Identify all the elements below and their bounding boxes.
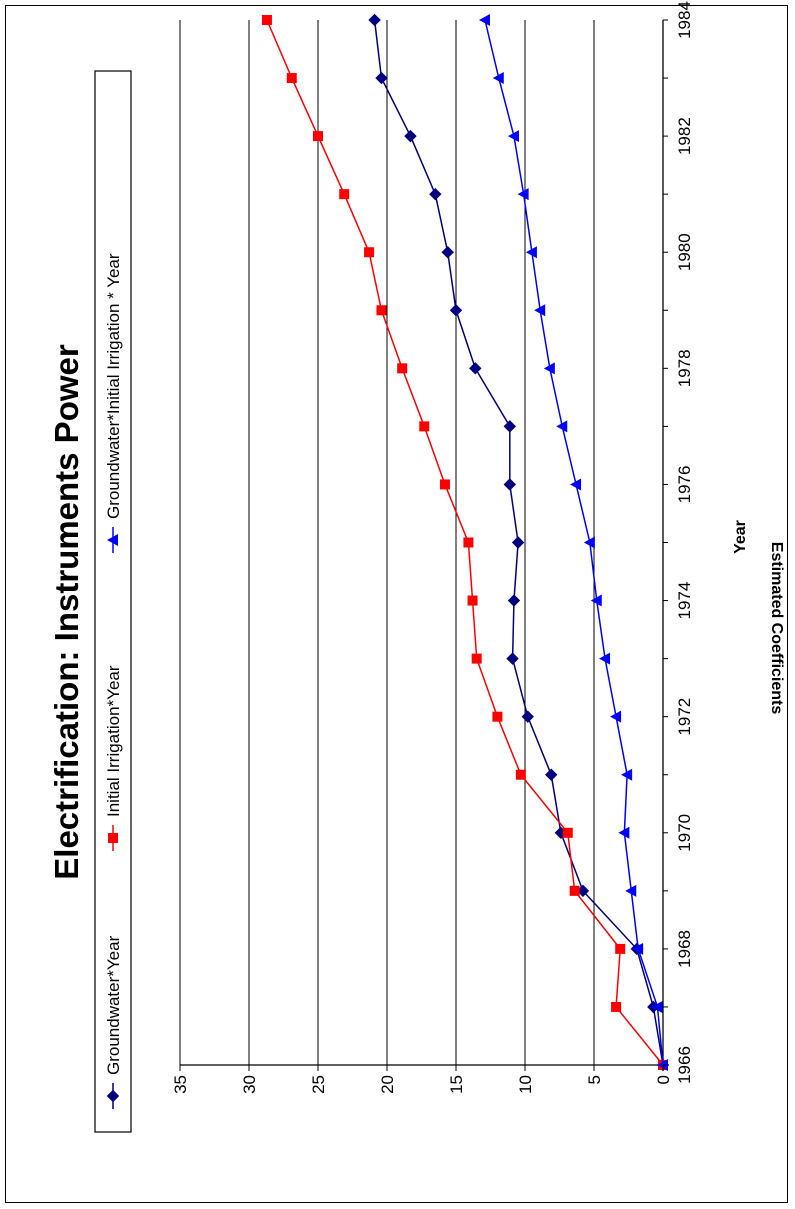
data-point	[511, 536, 525, 549]
data-point	[419, 421, 430, 432]
data-point	[570, 478, 582, 491]
data-point	[569, 885, 580, 896]
y-tick-label: 20	[378, 1075, 397, 1094]
data-point	[375, 71, 388, 85]
data-point	[441, 246, 454, 259]
legend-entry: Groundwater*Initial Irrigation * Year	[104, 253, 123, 553]
data-point	[610, 710, 622, 723]
data-point	[599, 652, 611, 665]
data-point	[583, 536, 595, 549]
y-tick-label: 15	[447, 1075, 466, 1094]
data-point	[534, 304, 546, 317]
x-tick-label: 1972	[675, 698, 694, 736]
chart-title: Electrification: Instruments Power	[48, 344, 85, 880]
x-tick-label: 1966	[675, 1046, 694, 1084]
data-point	[376, 305, 387, 316]
data-point	[503, 420, 517, 433]
legend-label: Groundwater*Year	[104, 935, 123, 1075]
data-point	[471, 653, 482, 664]
data-point	[515, 769, 526, 780]
data-point	[286, 73, 297, 84]
data-point	[339, 189, 350, 200]
plot-area: 0 5 10 15 20 25 30 35 1966 1968 1970 1972 1974 1976 19…	[171, 1, 694, 1094]
data-point	[590, 594, 602, 607]
legend-label: Initial Irrigation*Year	[104, 665, 123, 817]
data-point	[545, 768, 558, 781]
plot-background	[180, 20, 663, 1065]
data-point	[576, 884, 590, 898]
y-tick-label: 0	[654, 1075, 673, 1084]
data-point	[521, 710, 534, 723]
data-point	[632, 942, 644, 955]
legend-marker	[106, 1089, 120, 1103]
data-point	[543, 362, 555, 375]
data-point	[467, 595, 478, 606]
data-point	[492, 711, 503, 722]
data-point	[621, 768, 633, 781]
y-tick-label: 10	[516, 1075, 535, 1094]
legend-box	[94, 70, 132, 1133]
x-axis-title: Year	[732, 520, 749, 554]
x-tick-label: 1970	[675, 814, 694, 852]
data-point	[517, 188, 529, 201]
y-axis-title: Estimated Coefficients	[768, 542, 785, 715]
data-point	[449, 304, 463, 317]
data-point	[469, 362, 482, 375]
data-point	[439, 479, 450, 490]
data-point	[651, 1000, 663, 1013]
series-0	[368, 13, 670, 1072]
x-tick-label: 1976	[675, 466, 694, 504]
data-point	[261, 15, 272, 25]
data-point	[562, 827, 573, 838]
x-tick-label: 1984	[675, 1, 694, 39]
data-point	[618, 826, 630, 839]
data-point	[429, 187, 442, 201]
data-point	[368, 13, 381, 27]
legend: Groundwater*Year Initial Irrigation*Year G…	[94, 70, 132, 1133]
y-tick-label: 5	[585, 1075, 604, 1084]
data-point	[503, 478, 517, 491]
data-point	[507, 130, 519, 143]
data-point	[506, 652, 519, 665]
data-point	[478, 14, 490, 26]
data-point	[364, 247, 375, 258]
y-tick-label: 30	[240, 1075, 259, 1094]
data-point	[404, 129, 417, 143]
legend-marker	[107, 534, 118, 546]
data-point	[556, 420, 568, 433]
data-point	[463, 537, 474, 548]
data-point	[525, 246, 537, 259]
x-tick-label: 1978	[675, 349, 694, 387]
series-1	[261, 15, 668, 1070]
x-tick-label: 1980	[675, 233, 694, 271]
legend-marker	[108, 833, 118, 843]
y-tick-label: 25	[309, 1075, 328, 1094]
data-point	[313, 131, 323, 142]
x-tick-label: 1974	[675, 582, 694, 620]
data-point	[397, 363, 408, 374]
data-point	[625, 884, 637, 897]
data-point	[492, 72, 504, 85]
data-point	[507, 594, 521, 607]
x-tick-label: 1982	[675, 117, 694, 155]
y-tick-label: 35	[171, 1075, 190, 1094]
data-point	[611, 1001, 622, 1012]
x-tick-label: 1968	[675, 930, 694, 968]
chart-frame	[5, 5, 788, 1203]
legend-entry: Groundwater*Year	[104, 935, 123, 1109]
series-2	[478, 14, 668, 1071]
data-point	[615, 943, 626, 954]
legend-label: Groundwater*Initial Irrigation * Year	[104, 253, 123, 519]
legend-entry: Initial Irrigation*Year	[104, 665, 123, 851]
